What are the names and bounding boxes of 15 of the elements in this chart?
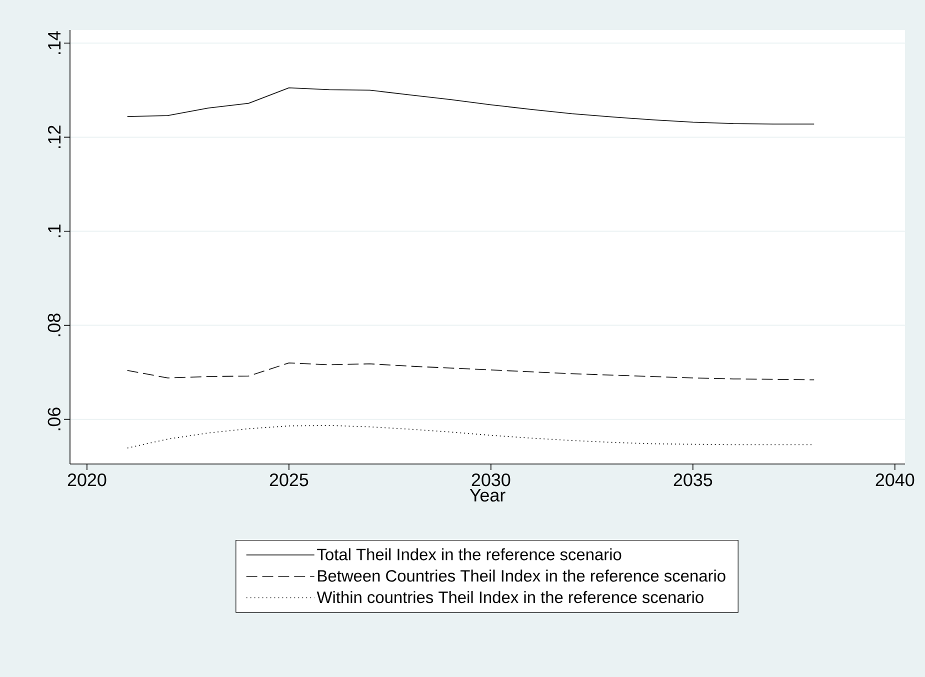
y-tick-label: .08 [48, 314, 60, 336]
x-tick-label: 2035 [674, 474, 712, 486]
x-tick-label: 2020 [68, 474, 106, 486]
y-tick-label: .06 [48, 408, 60, 430]
x-tick-label: 2040 [876, 474, 914, 486]
legend-label: Between Countries Theil Index in the reference scenario [318, 570, 726, 582]
legend-label: Within countries Theil Index in the reference scenario [316, 591, 704, 604]
legend-label: Total Theil Index in the reference scenario [317, 548, 622, 560]
line-series [126, 87, 815, 124]
y-tick-label: .1 [48, 224, 60, 238]
x-axis-title: Year [470, 489, 506, 502]
x-tick-label: 2030 [472, 474, 510, 486]
x-tick-label: 2025 [270, 474, 308, 486]
y-tick-label: .14 [48, 31, 60, 54]
y-tick-label: .12 [48, 126, 60, 148]
